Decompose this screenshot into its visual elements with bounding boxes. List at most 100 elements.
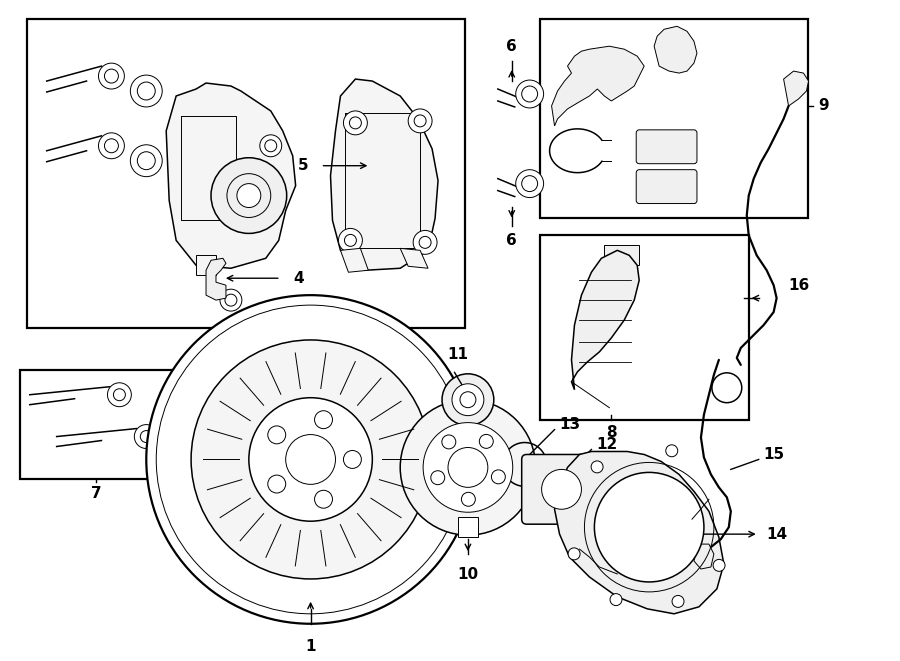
Circle shape <box>594 473 704 582</box>
Text: 10: 10 <box>457 567 479 582</box>
Circle shape <box>480 434 493 448</box>
Circle shape <box>98 63 124 89</box>
Circle shape <box>442 374 494 426</box>
Circle shape <box>211 422 227 438</box>
Circle shape <box>130 145 162 176</box>
Text: 1: 1 <box>305 639 316 654</box>
Circle shape <box>130 75 162 107</box>
Circle shape <box>268 475 285 493</box>
Circle shape <box>522 176 537 192</box>
Text: 3: 3 <box>244 368 254 383</box>
Polygon shape <box>400 249 428 268</box>
Circle shape <box>522 86 537 102</box>
FancyBboxPatch shape <box>636 170 697 204</box>
FancyBboxPatch shape <box>636 130 697 164</box>
Circle shape <box>104 139 119 153</box>
Circle shape <box>138 152 155 170</box>
Circle shape <box>423 422 513 512</box>
Circle shape <box>591 461 603 473</box>
Bar <box>20 370 194 479</box>
Polygon shape <box>340 249 368 272</box>
Circle shape <box>460 392 476 408</box>
Text: 12: 12 <box>597 437 617 452</box>
Circle shape <box>568 548 580 560</box>
Circle shape <box>338 229 363 253</box>
Circle shape <box>666 445 678 457</box>
Circle shape <box>713 559 725 571</box>
Circle shape <box>516 80 544 108</box>
Circle shape <box>516 170 544 198</box>
Circle shape <box>227 174 271 217</box>
Circle shape <box>349 117 362 129</box>
Circle shape <box>191 340 430 579</box>
Polygon shape <box>166 83 296 268</box>
Circle shape <box>315 410 332 428</box>
Polygon shape <box>554 451 724 614</box>
Circle shape <box>344 111 367 135</box>
Circle shape <box>610 594 622 605</box>
Circle shape <box>113 389 125 401</box>
Circle shape <box>400 400 536 535</box>
Polygon shape <box>206 258 226 300</box>
Circle shape <box>315 490 332 508</box>
Text: 9: 9 <box>818 98 829 114</box>
Text: 11: 11 <box>447 347 469 362</box>
Text: 2: 2 <box>213 479 224 494</box>
Circle shape <box>442 435 455 449</box>
Text: 7: 7 <box>91 486 102 501</box>
Circle shape <box>260 135 282 157</box>
Bar <box>540 19 808 219</box>
Circle shape <box>265 140 276 152</box>
Polygon shape <box>458 517 478 537</box>
Text: 6: 6 <box>507 39 517 54</box>
Text: 13: 13 <box>560 417 580 432</box>
Polygon shape <box>330 79 438 270</box>
Circle shape <box>98 133 124 159</box>
Text: 14: 14 <box>767 527 788 541</box>
Polygon shape <box>654 26 697 73</box>
Polygon shape <box>572 251 639 390</box>
Circle shape <box>140 430 152 442</box>
Circle shape <box>419 237 431 249</box>
FancyBboxPatch shape <box>522 455 601 524</box>
Circle shape <box>237 184 261 208</box>
Circle shape <box>157 305 465 614</box>
Polygon shape <box>694 544 714 569</box>
Circle shape <box>211 158 287 233</box>
Polygon shape <box>552 46 644 126</box>
Circle shape <box>225 294 237 306</box>
Circle shape <box>431 471 445 485</box>
Polygon shape <box>784 71 808 106</box>
Circle shape <box>138 82 155 100</box>
Circle shape <box>672 596 684 607</box>
Text: 16: 16 <box>788 278 810 293</box>
Circle shape <box>345 235 356 247</box>
Bar <box>604 245 639 265</box>
Text: 15: 15 <box>764 447 785 462</box>
Circle shape <box>268 426 285 444</box>
Text: 4: 4 <box>293 271 304 286</box>
Circle shape <box>491 470 505 484</box>
Circle shape <box>220 289 242 311</box>
Circle shape <box>448 447 488 487</box>
Text: 6: 6 <box>507 233 517 249</box>
Circle shape <box>542 469 581 509</box>
Circle shape <box>104 69 119 83</box>
Circle shape <box>413 231 437 254</box>
Bar <box>27 19 465 328</box>
Circle shape <box>257 190 280 212</box>
Bar <box>540 235 749 420</box>
Circle shape <box>263 194 274 206</box>
Circle shape <box>204 414 234 444</box>
Circle shape <box>147 295 475 624</box>
Circle shape <box>452 384 484 416</box>
Circle shape <box>248 398 373 521</box>
Circle shape <box>134 424 158 449</box>
Circle shape <box>344 451 362 469</box>
Polygon shape <box>196 255 216 275</box>
Circle shape <box>285 434 336 485</box>
Circle shape <box>414 115 426 127</box>
Circle shape <box>107 383 131 407</box>
Circle shape <box>409 109 432 133</box>
Circle shape <box>462 492 475 506</box>
